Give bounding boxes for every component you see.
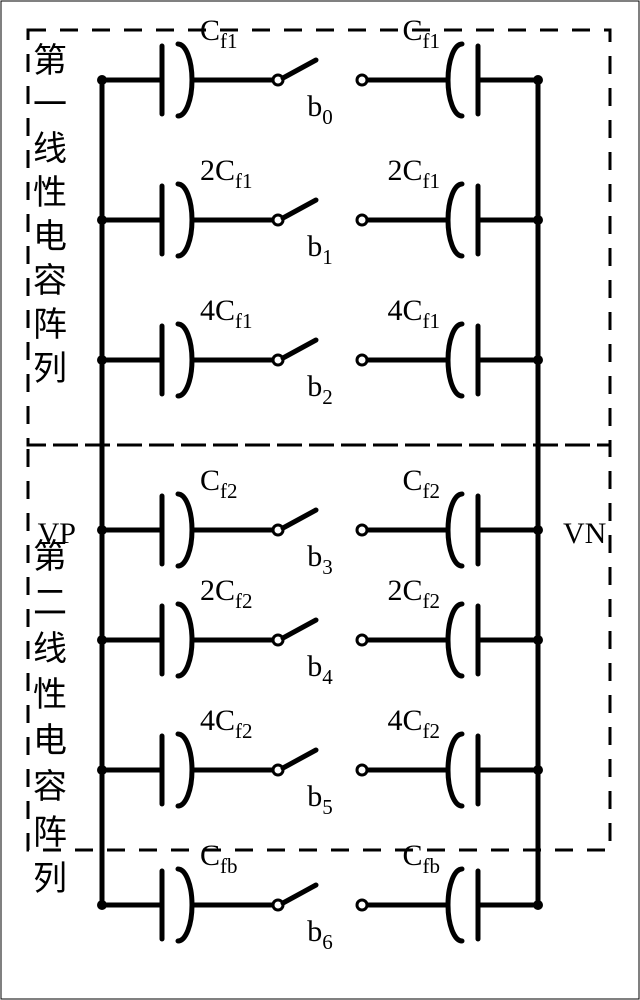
- svg-text:b5: b5: [307, 780, 333, 819]
- svg-text:Cf1: Cf1: [200, 14, 238, 53]
- svg-text:Cf2: Cf2: [200, 464, 238, 503]
- svg-text:VN: VN: [563, 517, 606, 550]
- svg-text:2Cf2: 2Cf2: [200, 574, 253, 613]
- svg-text:b6: b6: [307, 915, 333, 954]
- svg-text:容: 容: [33, 768, 67, 806]
- svg-text:VP: VP: [38, 517, 76, 550]
- svg-text:性: 性: [33, 174, 67, 212]
- schematic-svg: Cf1 Cf1 b0 2Cf1 2Cf1 b1 4Cf1 4Cf1 b2 Cf2 Cf2 b3 2Cf2…: [0, 0, 640, 1000]
- svg-text:阵: 阵: [33, 814, 67, 852]
- svg-text:电: 电: [33, 722, 67, 760]
- svg-text:阵: 阵: [33, 306, 67, 344]
- svg-text:第: 第: [33, 42, 67, 80]
- svg-text:Cf1: Cf1: [402, 14, 440, 53]
- svg-text:2Cf1: 2Cf1: [387, 154, 440, 193]
- svg-text:b0: b0: [307, 90, 333, 129]
- svg-text:线: 线: [33, 630, 67, 668]
- svg-text:Cfb: Cfb: [200, 839, 238, 878]
- svg-text:4Cf1: 4Cf1: [387, 294, 440, 333]
- svg-text:Cf2: Cf2: [402, 464, 440, 503]
- circuit-diagram: { "diagram": { "type": "circuit-schemati…: [0, 0, 640, 1000]
- svg-text:二: 二: [33, 585, 67, 622]
- svg-text:线: 线: [33, 130, 67, 168]
- svg-text:b3: b3: [307, 540, 333, 579]
- svg-text:4Cf1: 4Cf1: [200, 294, 253, 333]
- svg-text:4Cf2: 4Cf2: [200, 704, 253, 743]
- svg-text:2Cf1: 2Cf1: [200, 154, 253, 193]
- svg-text:一: 一: [33, 87, 67, 124]
- svg-text:b1: b1: [307, 230, 333, 269]
- svg-text:列: 列: [33, 861, 67, 898]
- svg-text:Cfb: Cfb: [402, 839, 440, 878]
- svg-text:电: 电: [33, 218, 67, 256]
- svg-text:2Cf2: 2Cf2: [387, 574, 440, 613]
- svg-text:列: 列: [33, 351, 67, 388]
- svg-text:b4: b4: [307, 650, 333, 689]
- svg-text:4Cf2: 4Cf2: [387, 704, 440, 743]
- svg-text:b2: b2: [307, 370, 333, 409]
- svg-text:性: 性: [33, 676, 67, 714]
- svg-text:容: 容: [33, 262, 67, 300]
